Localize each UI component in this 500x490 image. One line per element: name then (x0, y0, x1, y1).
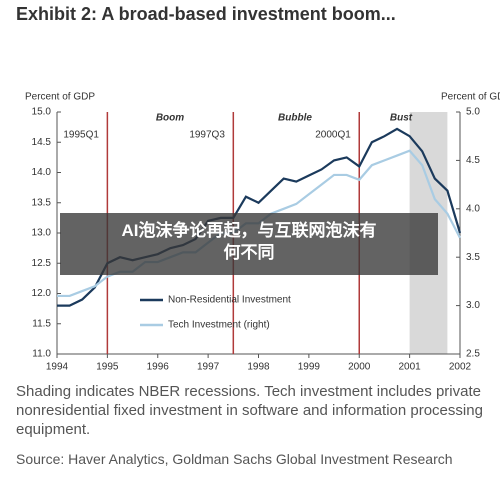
y-tick-label: 12.0 (32, 288, 52, 299)
period-label: Boom (156, 113, 184, 124)
y-axis-label: Percent of GDP (25, 92, 95, 103)
x-tick-label: 2001 (399, 362, 422, 373)
y-tick-label: 14.5 (32, 137, 52, 148)
y2-tick-label: 5.0 (466, 107, 480, 118)
y-tick-label: 13.5 (32, 197, 52, 208)
x-tick-label: 1996 (147, 362, 170, 373)
legend-label: Non-Residential Investment (168, 295, 291, 306)
period-label: Bust (390, 113, 413, 124)
note: Shading indicates NBER recessions. Tech … (16, 383, 483, 438)
x-tick-label: 1995 (96, 362, 119, 373)
y-tick-label: 11.0 (32, 349, 51, 360)
overlay-headline: AI泡沫争论再起，与互联网泡沫有何不同 (60, 213, 438, 275)
source: Source: Haver Analytics, Goldman Sachs G… (16, 451, 453, 467)
x-tick-label: 2000 (348, 362, 371, 373)
x-tick-label: 1998 (247, 362, 270, 373)
y2-tick-label: 2.5 (466, 349, 480, 360)
y2-tick-label: 4.5 (466, 155, 480, 166)
x-tick-label: 1999 (298, 362, 321, 373)
y-tick-label: 13.0 (32, 228, 52, 239)
x-tick-label: 1994 (46, 362, 69, 373)
y2-axis-label: Percent of GDP (441, 92, 500, 103)
x-tick-label: 2002 (449, 362, 472, 373)
y-tick-label: 12.5 (32, 258, 52, 269)
legend-label: Tech Investment (right) (168, 320, 270, 331)
y-tick-label: 11.5 (32, 318, 51, 329)
y2-tick-label: 3.5 (466, 252, 480, 263)
annotation-label: 1997Q3 (189, 130, 225, 141)
x-tick-label: 1997 (197, 362, 220, 373)
title: Exhibit 2: A broad-based investment boom… (16, 4, 396, 24)
y-tick-label: 14.0 (32, 167, 52, 178)
y-tick-label: 15.0 (32, 107, 52, 118)
annotation-label: 2000Q1 (315, 130, 351, 141)
period-label: Bubble (278, 113, 312, 124)
y2-tick-label: 3.0 (466, 300, 480, 311)
y2-tick-label: 4.0 (466, 203, 480, 214)
annotation-label: 1995Q1 (63, 130, 99, 141)
